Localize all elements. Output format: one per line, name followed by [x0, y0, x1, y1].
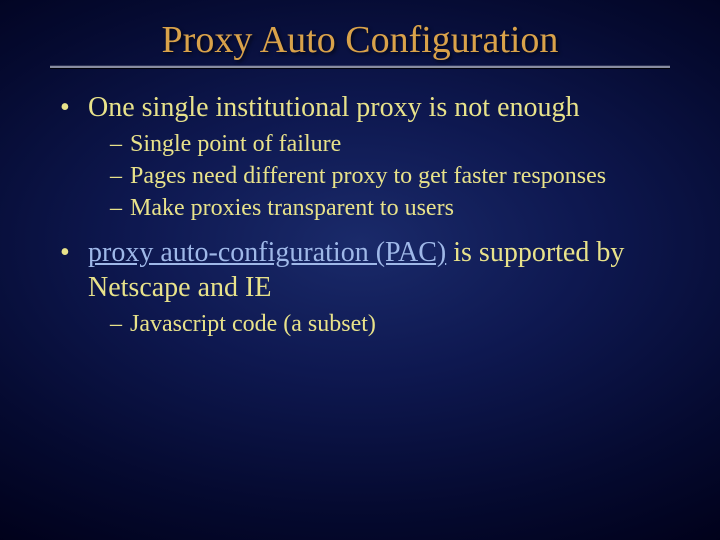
bullet-1-sub-1: Single point of failure — [110, 129, 680, 159]
slide: Proxy Auto Configuration One single inst… — [0, 0, 720, 540]
bullet-1-text: One single institutional proxy is not en… — [88, 92, 580, 123]
bullet-2: proxy auto-configuration (PAC) is suppor… — [60, 235, 680, 339]
title-rule — [50, 66, 670, 68]
bullet-1-sub-3: Make proxies transparent to users — [110, 193, 680, 223]
bullet-2-sublist: Javascript code (a subset) — [88, 309, 680, 339]
bullet-2-sub-1: Javascript code (a subset) — [110, 309, 680, 339]
slide-title: Proxy Auto Configuration — [40, 18, 680, 62]
bullet-1: One single institutional proxy is not en… — [60, 90, 680, 223]
bullet-1-sub-2: Pages need different proxy to get faster… — [110, 161, 680, 191]
bullet-list: One single institutional proxy is not en… — [40, 90, 680, 339]
pac-link[interactable]: proxy auto-configuration (PAC) — [88, 237, 446, 268]
bullet-1-sublist: Single point of failure Pages need diffe… — [88, 129, 680, 223]
